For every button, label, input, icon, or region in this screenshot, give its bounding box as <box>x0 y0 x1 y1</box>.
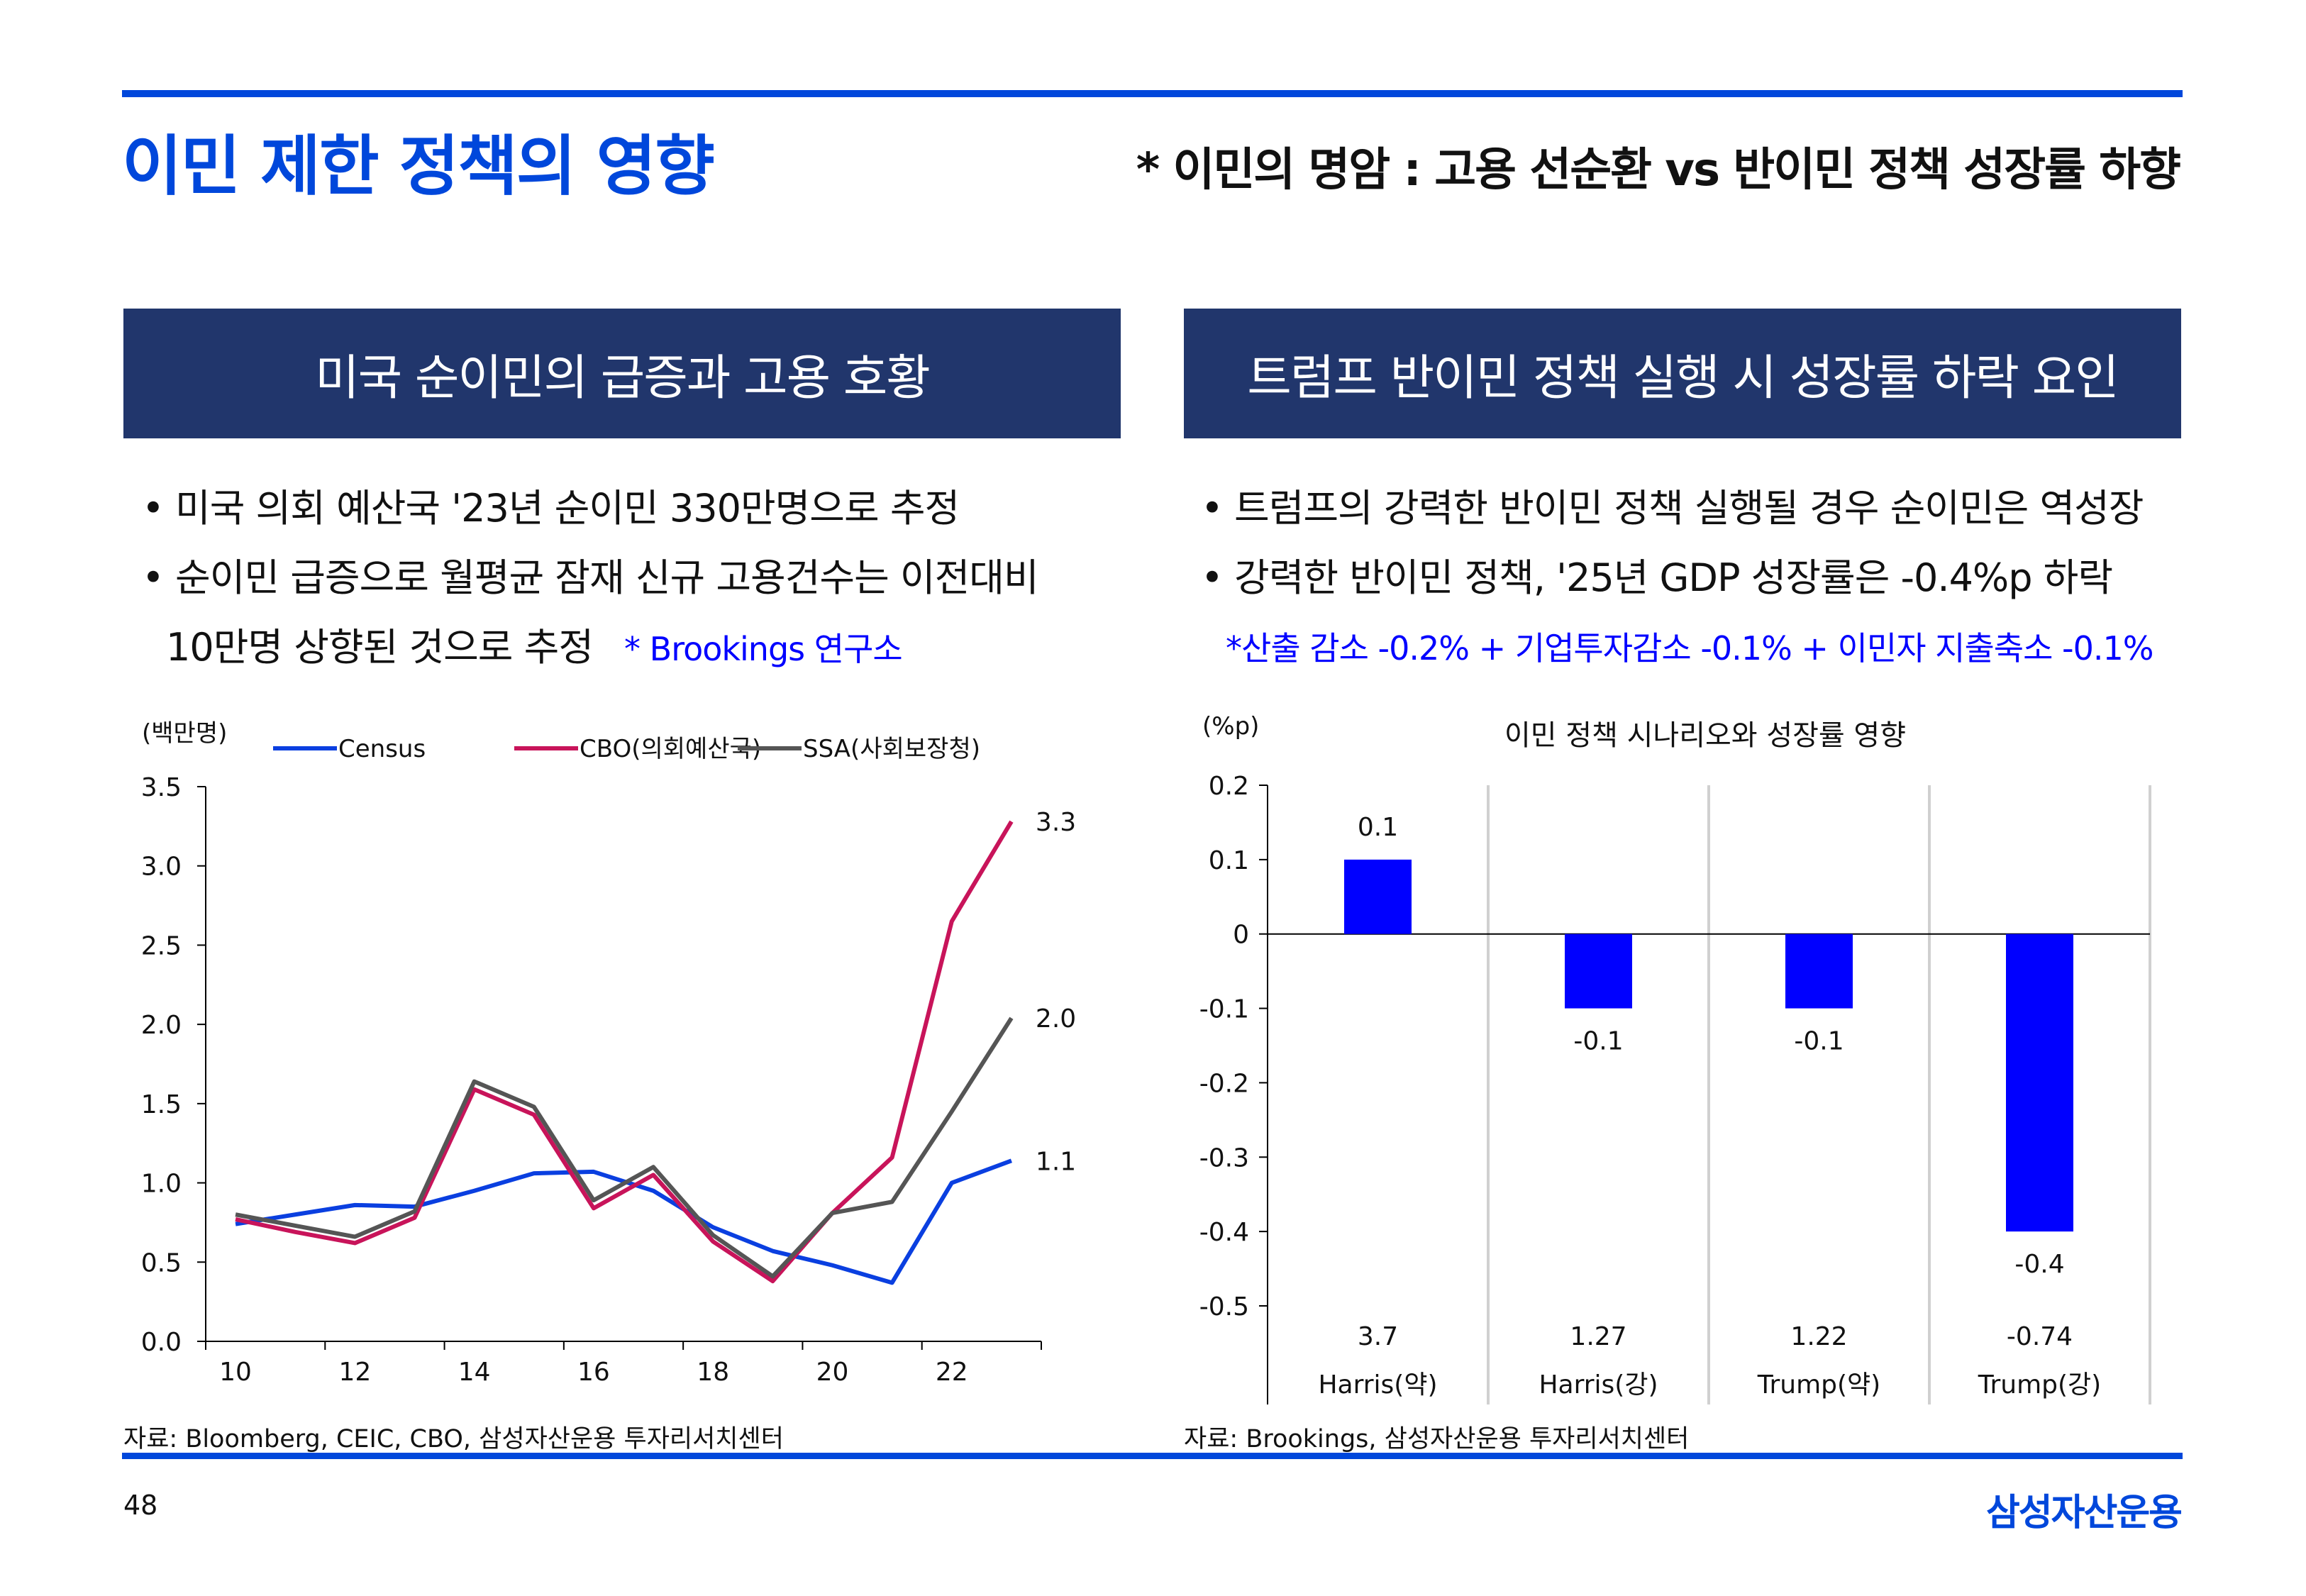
right-source: 자료: Brookings, 삼성자산운용 투자리서치센터 <box>1184 1425 1690 1453</box>
category-label: Trump(약) <box>1757 1370 1880 1400</box>
right-bullet-1: • 트럼프의 강력한 반이민 정책 실행될 경우 순이민은 역성장 <box>1201 486 2144 531</box>
x-tick-label: 10 <box>219 1358 252 1387</box>
end-label: 3.3 <box>1036 808 1076 837</box>
category-sublabel: 3.7 <box>1358 1322 1398 1351</box>
y-tick-label: 2.0 <box>141 1011 182 1040</box>
category-sublabel: -0.74 <box>2007 1322 2073 1351</box>
bar-1 <box>1565 933 1632 1009</box>
x-tick-label: 16 <box>577 1358 610 1387</box>
data-label: -0.1 <box>1573 1027 1623 1056</box>
left-bullet-2: • 순이민 급증으로 월평균 잠재 신규 고용건수는 이전대비 <box>142 555 1039 600</box>
charts-layer: 0.0 0.5 1.0 1.5 2.0 2.5 3.0 3.5 10 12 14 16 18 20 22 (백… <box>141 712 2151 1404</box>
left-panel-heading: 미국 순이민의 급증과 고용 호황 <box>123 309 1121 438</box>
y-tick-label: 0 <box>1233 921 1249 950</box>
left-bullet-3-text: 10만명 상향된 것으로 추정 <box>166 625 594 670</box>
page-number: 48 <box>123 1490 158 1521</box>
y-tick-label: 0.0 <box>141 1328 182 1357</box>
left-bullet-3: 10만명 상향된 것으로 추정 * Brookings 연구소 <box>166 616 903 672</box>
right-note: *산출 감소 -0.2% + 기업투자감소 -0.1% + 이민자 지출축소 -… <box>1226 629 2154 667</box>
right-bullet-2: • 강력한 반이민 정책, '25년 GDP 성장률은 -0.4%p 하락 <box>1201 555 2113 600</box>
x-tick-label: 18 <box>697 1358 729 1387</box>
top-rule <box>122 90 2183 97</box>
y-tick-label: -0.4 <box>1199 1218 1249 1247</box>
data-label: 0.1 <box>1358 813 1398 842</box>
y-tick-label: 1.5 <box>141 1090 182 1119</box>
legend-label: CBO(의회예산국) <box>580 735 761 763</box>
category-label: Harris(약) <box>1318 1370 1437 1400</box>
company-logo: 삼성자산운용 <box>1985 1492 2183 1534</box>
y-tick-label: -0.1 <box>1199 995 1249 1024</box>
x-tick-label: 12 <box>338 1358 371 1387</box>
left-source: 자료: Bloomberg, CEIC, CBO, 삼성자산운용 투자리서치센터 <box>123 1425 784 1453</box>
data-label: -0.4 <box>2014 1250 2064 1279</box>
right-panel-heading: 트럼프 반이민 정책 실행 시 성장률 하락 요인 <box>1184 309 2181 438</box>
y-tick-label: -0.2 <box>1199 1069 1249 1098</box>
left-note: * Brookings 연구소 <box>624 630 903 668</box>
end-label: 2.0 <box>1036 1004 1076 1033</box>
y-tick-label: 3.0 <box>141 853 182 882</box>
series-line-1 <box>235 820 1014 1284</box>
series-line-2 <box>235 1016 1014 1279</box>
category-sublabel: 1.22 <box>1790 1322 1847 1351</box>
bar-0 <box>1344 859 1412 934</box>
y-tick-label: 0.2 <box>1209 772 1249 801</box>
category-label: Trump(강) <box>1978 1370 2101 1400</box>
legend-label: Census <box>338 735 426 763</box>
y-tick-label: 3.5 <box>141 773 182 802</box>
x-tick-label: 20 <box>816 1358 849 1387</box>
y-tick-label: 1.0 <box>141 1170 182 1199</box>
legend-label: SSA(사회보장청) <box>803 735 980 763</box>
end-label: 1.1 <box>1036 1147 1076 1176</box>
y-tick-label: -0.5 <box>1199 1292 1249 1321</box>
bar-2 <box>1785 933 1853 1009</box>
left-bullet-1: • 미국 의회 예산국 '23년 순이민 330만명으로 추정 <box>142 486 960 531</box>
y-tick-label: 2.5 <box>141 931 182 960</box>
y-tick-label: 0.5 <box>141 1248 182 1278</box>
y-tick-label: 0.1 <box>1209 846 1249 875</box>
category-label: Harris(강) <box>1539 1370 1658 1400</box>
chart-title: 이민 정책 시나리오와 성장률 영향 <box>1504 719 1906 752</box>
data-label: -0.1 <box>1794 1027 1844 1056</box>
page-title: 이민 제한 정책의 영향 <box>122 128 715 204</box>
bottom-rule <box>122 1453 2183 1459</box>
x-tick-label: 14 <box>458 1358 491 1387</box>
bar-3 <box>2006 933 2073 1232</box>
y-unit-label: (백만명) <box>142 719 227 748</box>
category-sublabel: 1.27 <box>1570 1322 1626 1351</box>
series-line-0 <box>235 1158 1012 1285</box>
y-tick-label: -0.3 <box>1199 1143 1249 1173</box>
page-subtitle: * 이민의 명암 : 고용 선순환 vs 반이민 정책 성장률 하향 <box>1136 144 2181 196</box>
y-unit-label: (%p) <box>1202 712 1259 741</box>
x-tick-label: 22 <box>936 1358 968 1387</box>
